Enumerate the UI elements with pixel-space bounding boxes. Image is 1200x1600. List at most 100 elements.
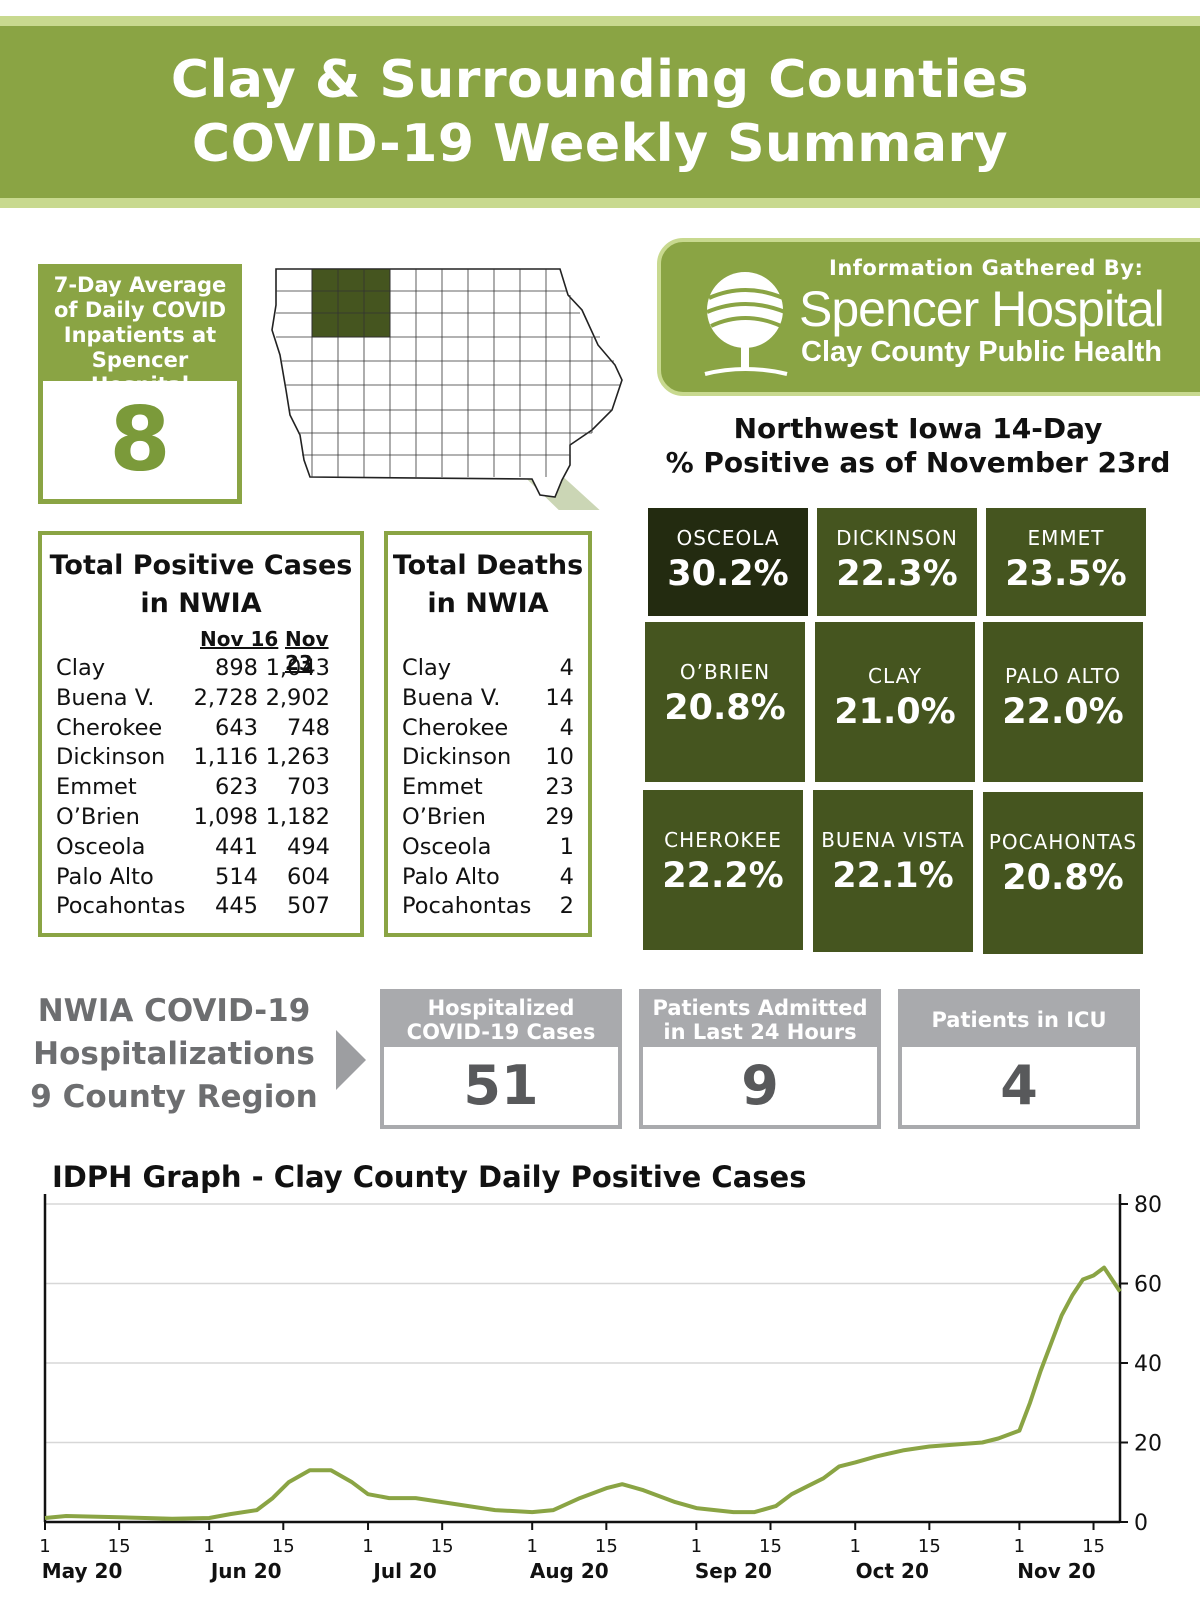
row-nov16: 898 [215,655,258,681]
county-tile-name: DICKINSON [836,526,958,550]
county-tile-value: 22.1% [832,856,954,896]
hospitalized-cases-box: Hospitalized COVID-19 Cases 51 [380,989,622,1129]
row-deaths: 4 [559,863,574,890]
cases-title-line2: in NWIA [140,588,262,619]
x-month-label: Jul 20 [371,1559,436,1583]
row-deaths: 10 [545,744,574,771]
x-tick-label: 15 [595,1536,618,1557]
county-tile: O’BRIEN 20.8% [645,622,805,782]
row-county: Palo Alto [56,863,154,890]
inpatients-label-line: 7-Day Average [53,273,227,297]
hosp-box-label: Hospitalized COVID-19 Cases [384,993,618,1047]
hosp-box-label: Patients Admitted in Last 24 Hours [643,993,877,1047]
table-row: Palo Alto 514 604 [56,862,374,892]
admitted-24h-box: Patients Admitted in Last 24 Hours 9 [639,989,881,1129]
x-month-label: Oct 20 [856,1559,929,1583]
deaths-title-line1: Total Deaths [392,550,584,581]
org-subname: Clay County Public Health [801,336,1162,368]
header-title-line2: COVID-19 Weekly Summary [191,114,1009,174]
x-month-label: May 20 [42,1559,123,1583]
county-tile-name: CLAY [868,664,922,688]
row-county: Emmet [56,774,137,801]
row-nov23: 507 [287,893,330,920]
county-tile-name: BUENA VISTA [821,828,965,852]
county-tile: CLAY 21.0% [815,622,975,782]
x-tick-label: 1 [203,1536,214,1557]
hospitalizations-title: NWIA COVID-19 Hospitalizations 9 County … [24,990,324,1119]
y-tick-label: 80 [1134,1193,1162,1218]
y-tick-label: 60 [1134,1273,1162,1298]
row-nov16: 643 [215,714,258,741]
x-tick-label: 15 [431,1536,454,1557]
header-bottom-stripe [0,198,1200,208]
table-row: O’Brien 1,098 1,182 [56,802,374,832]
inpatients-label-line: Spencer Hospital [90,348,190,397]
hosp-box-label-line: Patients in ICU [931,1008,1107,1032]
county-tile-value: 22.0% [1002,692,1124,732]
x-tick-label: 15 [918,1536,941,1557]
table-row: O’Brien 29 [402,802,602,832]
table-row: Cherokee 643 748 [56,713,374,743]
table-row: Clay 898 1,043 [56,653,374,683]
row-nov23: 703 [287,774,330,801]
hosp-box-label-line: COVID-19 Cases [406,1020,596,1044]
x-tick-label: 1 [691,1536,702,1557]
row-county: Cherokee [402,714,509,741]
county-tile-name: EMMET [1027,526,1105,550]
table-row: Osceola 441 494 [56,832,374,862]
cases-title-line1: Total Positive Cases [49,550,353,581]
inpatients-label-line: of Daily COVID [53,298,227,322]
hosp-title-line: 9 County Region [30,1079,318,1115]
county-tile-value: 21.0% [834,692,956,732]
series-line [44,1265,1122,1521]
row-county: Dickinson [56,744,166,771]
row-nov23: 494 [287,833,330,860]
table-row: Osceola 1 [402,832,602,862]
row-county: Palo Alto [402,863,500,890]
row-deaths: 4 [559,655,574,681]
deaths-table-title: Total Deaths in NWIA [388,547,588,623]
row-nov16: 1,098 [193,804,258,830]
iowa-county-map [271,268,623,510]
county-tile: BUENA VISTA 22.1% [813,790,973,952]
row-county: O’Brien [402,804,486,830]
row-deaths: 29 [545,804,574,830]
county-tile: DICKINSON 22.3% [817,508,977,616]
spencer-tree-logo [704,272,788,376]
deaths-title-line2: in NWIA [427,588,549,619]
positivity-title-line1: Northwest Iowa 14-Day [733,412,1103,445]
row-nov16: 1,116 [193,744,258,771]
icu-box: Patients in ICU 4 [898,989,1140,1129]
row-nov16: 623 [215,774,258,801]
row-nov23: 1,182 [265,804,330,830]
county-tile-value: 20.8% [1002,858,1124,898]
gathered-by-label: Information Gathered By: [829,256,1144,280]
header-banner: Clay & Surrounding Counties COVID-19 Wee… [0,26,1200,198]
row-nov16: 445 [215,893,258,920]
county-tile: CHEROKEE 22.2% [643,790,803,950]
row-deaths: 4 [559,714,574,741]
table-row: Dickinson 10 [402,742,602,772]
row-deaths: 1 [559,833,574,860]
x-tick-label: 1 [1014,1536,1025,1557]
county-tile-value: 22.3% [836,554,958,594]
x-month-label: Nov 20 [1017,1559,1095,1583]
row-county: Pocahontas [402,893,532,920]
table-row: Buena V. 2,728 2,902 [56,683,374,713]
county-tile-name: PALO ALTO [1004,664,1122,688]
row-nov23: 604 [287,863,330,890]
row-nov16: 514 [215,863,258,890]
hosp-box-label: Patients in ICU [902,993,1136,1047]
org-name: Spencer Hospital [799,281,1165,337]
inpatients-label-line: Inpatients at [63,323,217,347]
county-tile-name: POCAHONTAS [988,830,1138,854]
inpatients-box: 7-Day Average of Daily COVID Inpatients … [38,264,242,504]
x-tick-label: 15 [1082,1536,1105,1557]
x-tick-label: 1 [526,1536,537,1557]
row-county: Osceola [402,833,492,860]
x-tick-label: 1 [849,1536,860,1557]
row-county: Buena V. [402,684,501,711]
row-county: Osceola [56,833,146,860]
county-tile: POCAHONTAS 20.8% [983,792,1143,954]
